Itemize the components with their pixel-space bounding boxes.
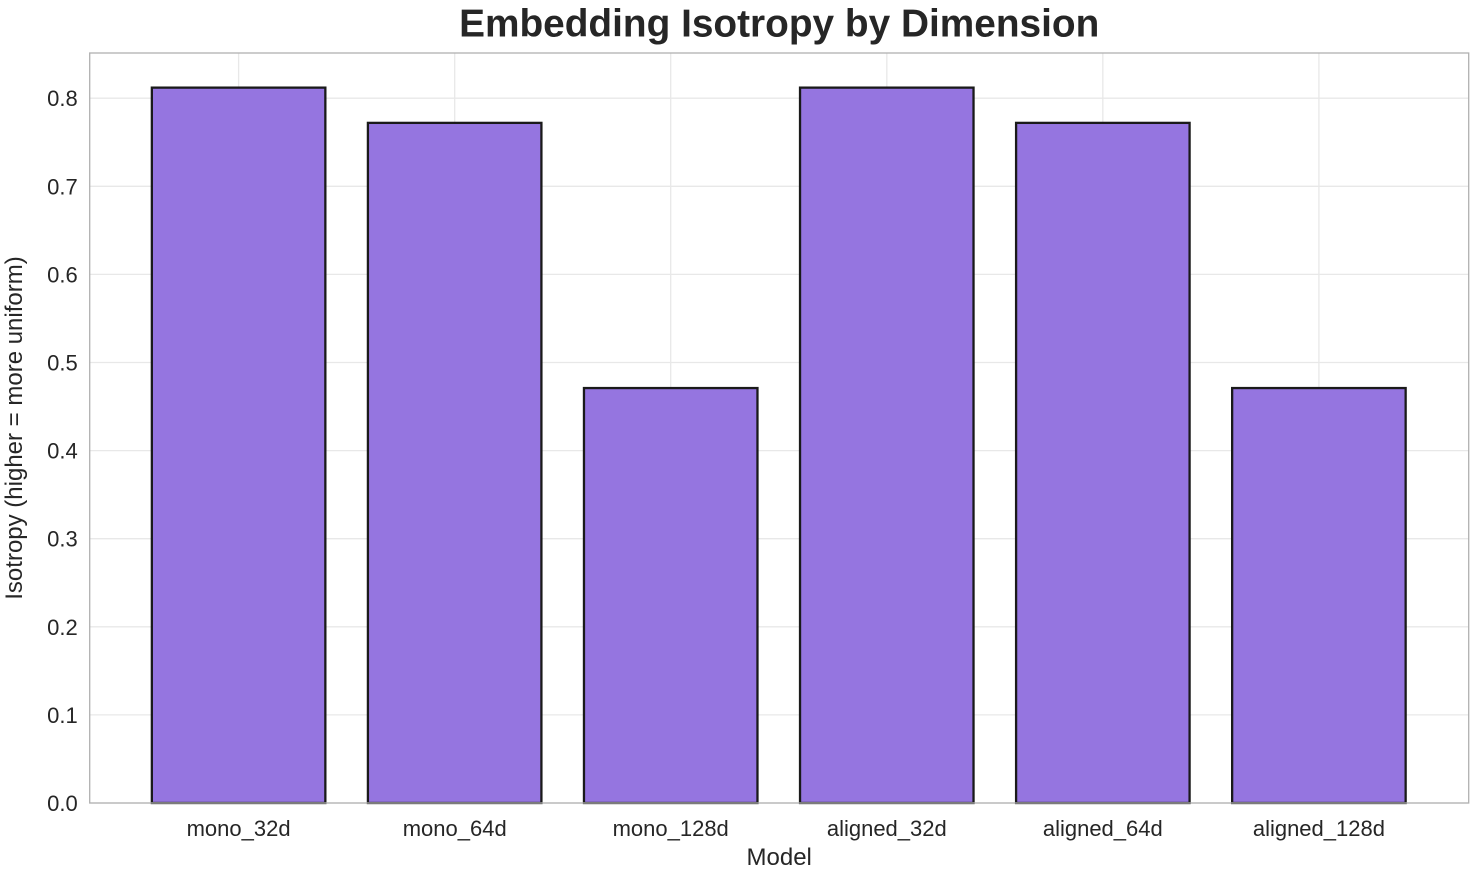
svg-text:aligned_64d: aligned_64d: [1043, 816, 1163, 841]
svg-text:0.5: 0.5: [47, 351, 78, 376]
svg-text:aligned_128d: aligned_128d: [1253, 816, 1385, 841]
svg-text:mono_64d: mono_64d: [403, 816, 507, 841]
svg-text:mono_32d: mono_32d: [187, 816, 291, 841]
svg-text:Isotropy (higher = more unifor: Isotropy (higher = more uniform): [1, 256, 28, 599]
svg-text:0.2: 0.2: [47, 615, 78, 640]
svg-text:0.1: 0.1: [47, 703, 78, 728]
svg-text:Embedding Isotropy by Dimensio: Embedding Isotropy by Dimension: [459, 3, 1099, 46]
svg-text:0.3: 0.3: [47, 527, 78, 552]
svg-text:0.8: 0.8: [47, 86, 78, 111]
svg-text:Model: Model: [747, 844, 812, 871]
svg-text:aligned_32d: aligned_32d: [827, 816, 947, 841]
svg-text:0.6: 0.6: [47, 262, 78, 287]
svg-text:0.0: 0.0: [47, 791, 78, 816]
svg-text:0.7: 0.7: [47, 174, 78, 199]
svg-text:0.4: 0.4: [47, 439, 78, 464]
svg-text:mono_128d: mono_128d: [613, 816, 729, 841]
